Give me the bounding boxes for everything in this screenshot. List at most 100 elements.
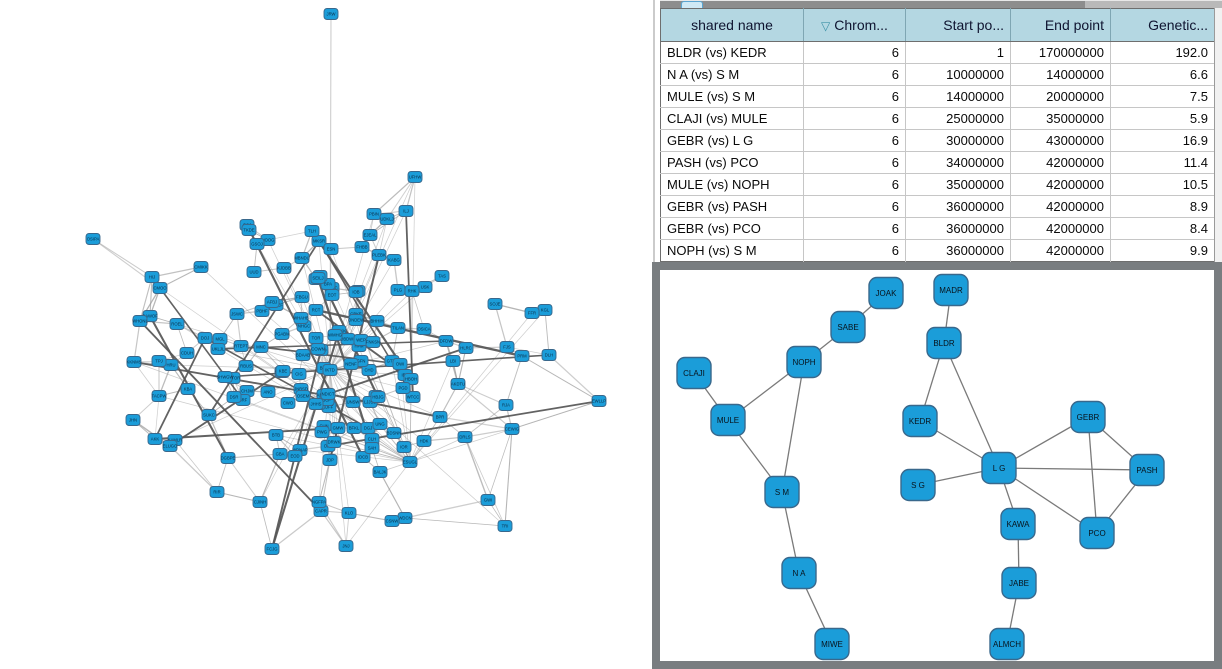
table-cell[interactable]: 42000000 — [1010, 151, 1111, 174]
network-node[interactable]: PLEBK — [371, 249, 387, 261]
node-shape[interactable] — [933, 273, 969, 307]
node-shape[interactable] — [346, 422, 362, 434]
table-cell[interactable]: 170000000 — [1010, 41, 1111, 64]
network-node[interactable]: MULE — [710, 403, 746, 437]
network-node[interactable]: CIG — [291, 368, 307, 380]
node-shape[interactable] — [326, 436, 342, 448]
table-cell[interactable]: 6 — [803, 217, 906, 240]
node-shape[interactable] — [1129, 453, 1165, 487]
network-node[interactable]: IKTD — [322, 364, 338, 376]
network-node[interactable]: KJDBB — [276, 262, 292, 274]
network-node[interactable]: MIWE — [814, 627, 850, 661]
network-node[interactable]: L G — [981, 451, 1017, 485]
network-node[interactable]: FNKSN — [365, 336, 381, 348]
column-header[interactable]: ▽ Chrom... — [803, 8, 906, 42]
network-node[interactable]: MKSR — [311, 235, 327, 247]
node-shape[interactable] — [404, 285, 420, 297]
network-node[interactable]: MGL — [212, 333, 228, 345]
node-shape[interactable] — [1070, 400, 1106, 434]
network-node[interactable]: AFBJ — [264, 296, 280, 308]
network-node[interactable]: HIJ — [144, 271, 160, 283]
node-shape[interactable] — [253, 341, 269, 353]
table-cell[interactable]: 42000000 — [1010, 195, 1111, 218]
table-row[interactable]: GEBR (vs) PCO 6 36000000 42000000 8.4 — [660, 217, 1215, 240]
network-node[interactable]: HOOG — [260, 234, 276, 246]
network-node[interactable]: ALMCH — [989, 627, 1025, 661]
table-cell[interactable]: GEBR (vs) PCO — [660, 217, 804, 240]
table-cell[interactable]: 14000000 — [905, 85, 1011, 108]
network-node[interactable]: BLDR — [926, 326, 962, 360]
node-shape[interactable] — [390, 322, 406, 334]
node-shape[interactable] — [201, 409, 217, 421]
network-node[interactable]: RBUS — [238, 360, 254, 372]
network-node[interactable]: EWLLP — [591, 395, 607, 407]
node-shape[interactable] — [264, 543, 280, 555]
node-shape[interactable] — [209, 486, 225, 498]
node-shape[interactable] — [229, 308, 245, 320]
network-node[interactable]: CEWIG — [504, 423, 520, 435]
table-cell[interactable]: 7.5 — [1110, 85, 1215, 108]
table-cell[interactable]: 14000000 — [1010, 63, 1111, 86]
network-node[interactable]: FHBB — [354, 241, 370, 253]
node-shape[interactable] — [274, 328, 290, 340]
network-node[interactable]: GWI — [480, 494, 496, 506]
table-cell[interactable]: 6 — [803, 63, 906, 86]
network-node[interactable]: S M — [764, 475, 800, 509]
network-node[interactable]: WMHG — [327, 329, 343, 341]
node-shape[interactable] — [126, 356, 142, 368]
node-shape[interactable] — [457, 431, 473, 443]
node-shape[interactable] — [926, 326, 962, 360]
table-cell[interactable]: CLAJI (vs) MULE — [660, 107, 804, 130]
network-node[interactable]: BDAAB — [295, 349, 311, 361]
node-shape[interactable] — [364, 442, 380, 454]
network-node[interactable]: CSNW — [384, 515, 400, 527]
node-shape[interactable] — [322, 364, 338, 376]
node-shape[interactable] — [310, 272, 326, 284]
network-node[interactable]: FBGU — [294, 291, 310, 303]
network-node[interactable]: SUKC — [201, 409, 217, 421]
node-shape[interactable] — [254, 305, 270, 317]
node-shape[interactable] — [402, 456, 418, 468]
table-row[interactable]: BLDR (vs) KEDR 6 1 170000000 192.0 — [660, 41, 1215, 64]
node-shape[interactable] — [398, 205, 414, 217]
node-shape[interactable] — [362, 229, 378, 241]
table-cell[interactable]: 192.0 — [1110, 41, 1215, 64]
node-shape[interactable] — [197, 332, 213, 344]
table-row[interactable]: CLAJI (vs) MULE 6 25000000 35000000 5.9 — [660, 107, 1215, 130]
node-shape[interactable] — [193, 261, 209, 273]
network-node[interactable]: BFKL — [346, 422, 362, 434]
network-node[interactable]: KBA — [180, 383, 196, 395]
node-shape[interactable] — [386, 254, 402, 266]
network-node[interactable]: TKDE — [241, 224, 257, 236]
network-node[interactable]: GBA — [272, 448, 288, 460]
network-node[interactable]: KABG — [386, 254, 402, 266]
network-node[interactable]: N A — [781, 556, 817, 590]
network-node[interactable]: PBIN — [366, 208, 382, 220]
table-cell[interactable]: MULE (vs) NOPH — [660, 173, 804, 196]
table-cell[interactable]: 35000000 — [1010, 107, 1111, 130]
network-node[interactable]: OSEM — [295, 390, 311, 402]
node-shape[interactable] — [330, 422, 346, 434]
node-shape[interactable] — [241, 224, 257, 236]
column-header[interactable]: Genetic... — [1110, 8, 1215, 42]
node-shape[interactable] — [147, 433, 163, 445]
node-shape[interactable] — [405, 391, 421, 403]
network-node[interactable]: IOB — [348, 286, 364, 298]
network-node[interactable]: TLH — [304, 225, 320, 237]
table-cell[interactable]: 6 — [803, 195, 906, 218]
node-shape[interactable] — [365, 336, 381, 348]
network-node[interactable]: KEDR — [902, 404, 938, 438]
table-cell[interactable]: 11.4 — [1110, 151, 1215, 174]
network-node[interactable]: GEBR — [1070, 400, 1106, 434]
network-node[interactable]: UUD — [246, 266, 262, 278]
table-cell[interactable]: GEBR (vs) L G — [660, 129, 804, 152]
table-cell[interactable]: 5.9 — [1110, 107, 1215, 130]
network-node[interactable]: PBHF — [254, 305, 270, 317]
network-node[interactable]: JRW — [323, 8, 339, 20]
network-node[interactable]: IOR — [396, 441, 412, 453]
node-shape[interactable] — [981, 451, 1017, 485]
table-cell[interactable]: 6 — [803, 173, 906, 196]
network-node[interactable]: BPR — [432, 411, 448, 423]
node-shape[interactable] — [151, 390, 167, 402]
node-shape[interactable] — [432, 411, 448, 423]
